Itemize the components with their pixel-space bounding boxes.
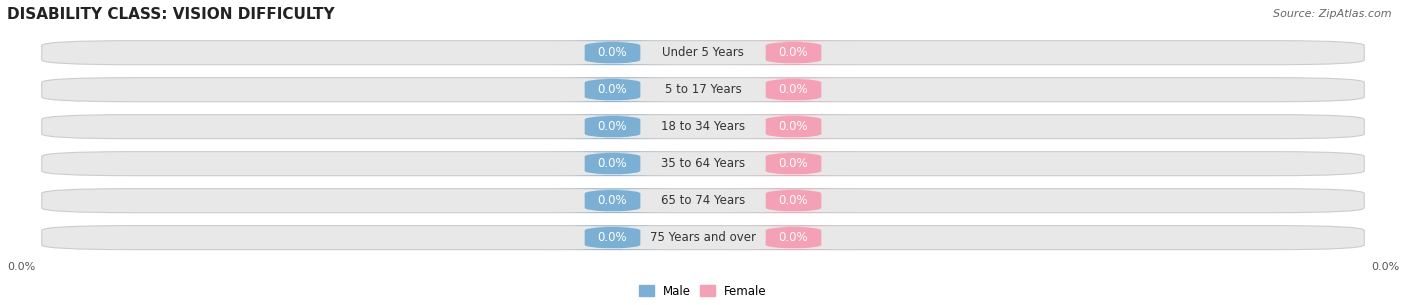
- FancyBboxPatch shape: [731, 226, 856, 250]
- Text: 35 to 64 Years: 35 to 64 Years: [661, 157, 745, 170]
- Text: 0.0%: 0.0%: [779, 231, 808, 244]
- FancyBboxPatch shape: [731, 188, 856, 213]
- FancyBboxPatch shape: [42, 188, 1364, 213]
- Text: 0.0%: 0.0%: [779, 194, 808, 207]
- FancyBboxPatch shape: [550, 115, 675, 139]
- FancyBboxPatch shape: [550, 226, 675, 250]
- Text: 0.0%: 0.0%: [779, 157, 808, 170]
- Text: 0.0%: 0.0%: [7, 262, 35, 272]
- FancyBboxPatch shape: [731, 115, 856, 139]
- FancyBboxPatch shape: [731, 78, 856, 102]
- FancyBboxPatch shape: [42, 115, 1364, 139]
- Text: 18 to 34 Years: 18 to 34 Years: [661, 120, 745, 133]
- FancyBboxPatch shape: [550, 188, 675, 213]
- FancyBboxPatch shape: [731, 152, 856, 176]
- Text: 0.0%: 0.0%: [598, 194, 627, 207]
- Text: 0.0%: 0.0%: [598, 83, 627, 96]
- Text: 0.0%: 0.0%: [1371, 262, 1399, 272]
- Text: DISABILITY CLASS: VISION DIFFICULTY: DISABILITY CLASS: VISION DIFFICULTY: [7, 7, 335, 22]
- FancyBboxPatch shape: [731, 41, 856, 65]
- FancyBboxPatch shape: [42, 152, 1364, 176]
- FancyBboxPatch shape: [550, 41, 675, 65]
- FancyBboxPatch shape: [42, 226, 1364, 250]
- Text: 65 to 74 Years: 65 to 74 Years: [661, 194, 745, 207]
- Text: 5 to 17 Years: 5 to 17 Years: [665, 83, 741, 96]
- Text: 0.0%: 0.0%: [598, 46, 627, 59]
- FancyBboxPatch shape: [550, 78, 675, 102]
- Text: 75 Years and over: 75 Years and over: [650, 231, 756, 244]
- Text: 0.0%: 0.0%: [779, 120, 808, 133]
- Text: 0.0%: 0.0%: [779, 46, 808, 59]
- Text: 0.0%: 0.0%: [598, 157, 627, 170]
- FancyBboxPatch shape: [42, 41, 1364, 65]
- Text: Source: ZipAtlas.com: Source: ZipAtlas.com: [1274, 9, 1392, 19]
- Text: 0.0%: 0.0%: [779, 83, 808, 96]
- Text: 0.0%: 0.0%: [598, 120, 627, 133]
- FancyBboxPatch shape: [550, 152, 675, 176]
- Text: 0.0%: 0.0%: [598, 231, 627, 244]
- Text: Under 5 Years: Under 5 Years: [662, 46, 744, 59]
- FancyBboxPatch shape: [42, 78, 1364, 102]
- Legend: Male, Female: Male, Female: [640, 285, 766, 298]
